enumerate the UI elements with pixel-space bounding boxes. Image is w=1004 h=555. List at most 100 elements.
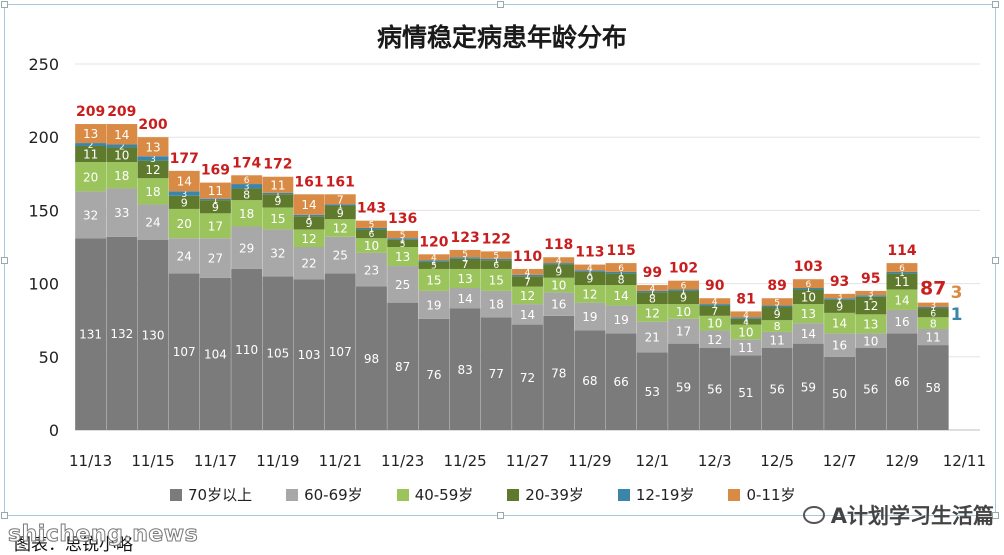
bar-segment [855, 295, 887, 297]
bar-total-label: 110 [513, 249, 542, 265]
bar-segment [418, 254, 450, 261]
bar-value-label: 1 [587, 268, 593, 278]
side-annotation-label: 1 [951, 305, 963, 325]
resize-handle-icon[interactable] [992, 512, 999, 519]
resize-handle-icon[interactable] [992, 257, 999, 264]
bar-segment [262, 192, 294, 195]
bar-value-label: 104 [204, 347, 227, 361]
bar-value-label: 6 [899, 264, 905, 274]
bar-segment [418, 260, 450, 262]
bar-total-label: 136 [388, 211, 417, 227]
bar-value-label: 18 [145, 185, 160, 199]
bar-segment [605, 305, 637, 334]
bar-value-label: 1 [712, 301, 718, 311]
bar-value-label: 7 [524, 276, 531, 289]
bar-segment [324, 194, 356, 205]
y-tick-label: 150 [28, 201, 59, 220]
resize-handle-icon[interactable] [1, 257, 8, 264]
resize-handle-icon[interactable] [1, 512, 8, 519]
bar-segment [480, 268, 512, 291]
bar-segment [199, 198, 231, 201]
bar-value-label: 25 [395, 278, 410, 292]
bar-value-label: 1 [462, 254, 468, 264]
bar-value-label: 9 [555, 265, 562, 278]
bar-segment [824, 293, 856, 299]
bar-value-label: 56 [707, 383, 722, 397]
bar-value-label: 58 [926, 381, 941, 395]
legend-swatch [396, 488, 409, 501]
bar-segment [668, 289, 699, 291]
bar-segment [512, 286, 543, 305]
bar-segment [356, 286, 387, 430]
bar-segment [168, 273, 200, 430]
bar-total-label: 90 [705, 278, 725, 294]
legend-item: 60-69岁 [286, 484, 363, 505]
bar-segment [106, 144, 138, 148]
resize-handle-icon[interactable] [497, 512, 504, 519]
bar-value-label: 51 [738, 386, 753, 400]
bar-segment [449, 268, 481, 288]
bar-segment [231, 268, 263, 430]
bar-segment [231, 175, 263, 185]
bar-segment [886, 309, 918, 334]
bar-value-label: 14 [301, 198, 316, 212]
bar-segment [824, 356, 856, 430]
bar-segment [761, 348, 793, 430]
bar-value-label: 105 [266, 347, 289, 361]
resize-handle-icon[interactable] [497, 1, 504, 8]
bar-segment [449, 257, 481, 259]
x-tick-label: 11/17 [194, 452, 237, 470]
bar-segment [480, 251, 512, 259]
y-tick-label: 50 [39, 348, 59, 367]
bar-value-label: 12 [707, 333, 722, 347]
bar-value-label: 3 [181, 190, 187, 200]
bar-value-label: 3 [244, 183, 250, 193]
bar-value-label: 1 [743, 314, 749, 324]
bar-segment [792, 343, 824, 430]
bar-value-label: 11 [770, 334, 785, 348]
bar-total-label: 122 [482, 231, 511, 247]
bar-segment [574, 330, 606, 430]
bar-segment [293, 247, 325, 280]
bar-value-label: 15 [489, 274, 504, 288]
bar-value-label: 13 [83, 127, 98, 141]
legend-item: 40-59岁 [396, 484, 473, 505]
bar-segment [761, 298, 793, 306]
bar-value-label: 14 [457, 292, 472, 306]
bar-segment [824, 298, 856, 300]
bar-segment [730, 339, 762, 356]
bar-value-label: 131 [79, 328, 102, 342]
bar-value-label: 12 [301, 232, 316, 246]
bar-value-label: 59 [676, 380, 691, 394]
resize-handle-icon[interactable] [992, 1, 999, 8]
bar-value-label: 4 [712, 298, 718, 308]
bar-total-label: 87 [920, 278, 946, 300]
bar-segment [356, 227, 387, 230]
bar-segment [543, 292, 575, 316]
bar-value-label: 14 [801, 327, 816, 341]
bar-segment [168, 208, 200, 239]
bar-segment [106, 147, 138, 163]
x-tick-label: 12/7 [823, 452, 857, 470]
bar-total-label: 99 [643, 265, 662, 281]
bar-value-label: 16 [832, 339, 847, 353]
bar-value-label: 20 [177, 217, 192, 231]
bar-segment [699, 330, 731, 349]
bar-value-label: 11 [738, 341, 753, 355]
bar-segment [480, 317, 512, 430]
bar-value-label: 107 [173, 345, 196, 359]
bar-segment [199, 277, 231, 430]
bar-total-label: 103 [794, 259, 823, 275]
bar-segment [792, 279, 824, 288]
bar-value-label: 7 [337, 194, 344, 207]
bar-segment [917, 317, 949, 329]
bar-value-label: 5 [431, 262, 437, 272]
bar-value-label: 4 [649, 284, 655, 294]
bar-value-label: 32 [270, 246, 285, 260]
bar-value-label: 5 [369, 221, 375, 231]
bar-value-label: 13 [801, 307, 816, 321]
bar-segment [761, 305, 793, 308]
resize-handle-icon[interactable] [1, 1, 8, 8]
x-tick-label: 11/21 [319, 452, 362, 470]
bar-value-label: 4 [556, 257, 562, 267]
